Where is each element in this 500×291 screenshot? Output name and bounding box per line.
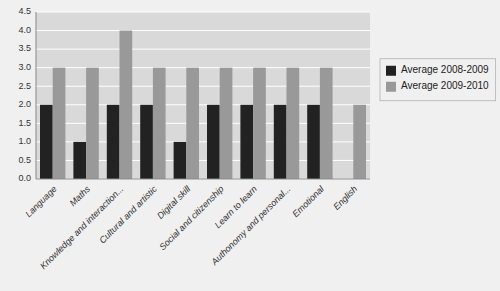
bar — [307, 105, 320, 179]
x-axis: LanguageMathsKnowledge and interaction..… — [23, 183, 359, 271]
legend-swatch — [386, 66, 396, 76]
legend-frame — [380, 59, 496, 101]
y-axis: 0.0 0.5 1.0 1.5 2.0 2.5 3.0 3.5 4.0 4.5 — [18, 6, 370, 183]
grid-line — [36, 30, 370, 31]
tick-label: 2.5 — [18, 81, 31, 91]
bar — [274, 105, 287, 179]
y-axis-line — [36, 12, 37, 179]
bar — [186, 68, 199, 179]
bar — [53, 68, 66, 179]
plot-area — [36, 12, 370, 179]
bar — [86, 68, 99, 179]
bar — [240, 105, 253, 179]
x-axis-line — [36, 179, 370, 180]
bar — [320, 68, 333, 179]
category-label: Emotional — [290, 183, 326, 219]
tick-label: 0.5 — [18, 155, 31, 165]
tick-label: 3.0 — [18, 62, 31, 72]
tick-label: 4.5 — [18, 6, 31, 16]
tick-label: 2.0 — [18, 99, 31, 109]
tick-label: 4.0 — [18, 25, 31, 35]
category-label: Language — [23, 184, 58, 219]
tick-label: 1.5 — [18, 118, 31, 128]
category-label: Social and citizenship — [157, 184, 225, 252]
chart: 0.0 0.5 1.0 1.5 2.0 2.5 3.0 3.5 4.0 4.5 Language Ma… — [0, 0, 500, 291]
bar — [253, 68, 266, 179]
legend-label: Average 2009-2010 — [401, 80, 489, 91]
legend-label: Average 2008-2009 — [401, 64, 489, 75]
bar — [353, 105, 366, 179]
bar — [287, 68, 300, 179]
category-label: Authonomy and personal... — [209, 184, 293, 268]
grid-line — [36, 12, 370, 13]
category-label: Maths — [68, 184, 93, 209]
grid-line — [36, 49, 370, 50]
bar — [40, 105, 53, 179]
bar — [207, 105, 220, 179]
tick-label: 3.5 — [18, 43, 31, 53]
tick-label: 0.0 — [18, 173, 31, 183]
category-label: Cultural and artistic — [97, 184, 159, 246]
bar — [174, 142, 187, 179]
background — [0, 0, 500, 291]
bar — [140, 105, 153, 179]
legend: Average 2008-2009 Average 2009-2010 — [380, 59, 496, 101]
tick-label: 1.0 — [18, 136, 31, 146]
bar — [120, 31, 133, 179]
bars — [40, 31, 366, 179]
grid-line — [36, 179, 370, 180]
bar — [107, 105, 120, 179]
legend-swatch — [386, 82, 396, 92]
bar — [73, 142, 86, 179]
category-label: English — [331, 184, 359, 212]
bar — [153, 68, 166, 179]
bar — [220, 68, 233, 179]
